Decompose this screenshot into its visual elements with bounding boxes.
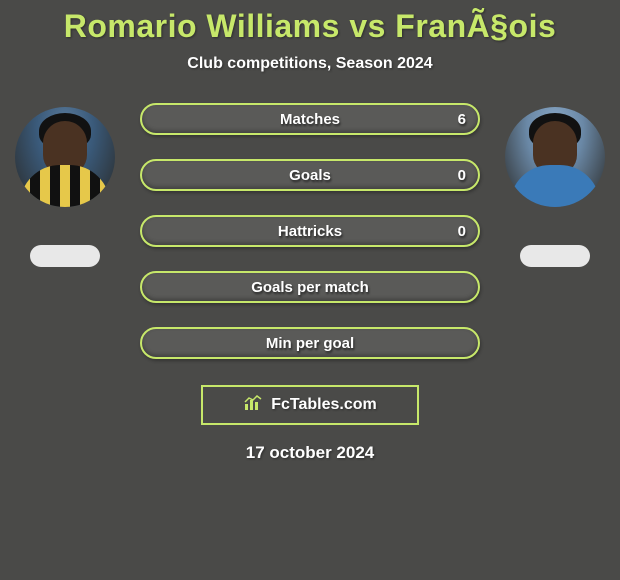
- player-left-column: [10, 101, 120, 267]
- player-right-avatar: [505, 107, 605, 207]
- stat-bar-matches: Matches 6: [140, 103, 480, 135]
- stat-bar-hattricks: Hattricks 0: [140, 215, 480, 247]
- comparison-card: Romario Williams vs FranÃ§ois Club compe…: [0, 0, 620, 463]
- player-left-flag: [30, 245, 100, 267]
- logo-text: FcTables.com: [271, 396, 377, 414]
- stat-value-right: 6: [458, 111, 466, 128]
- page-title: Romario Williams vs FranÃ§ois: [64, 8, 557, 45]
- main-row: Matches 6 Goals 0 Hattricks 0: [0, 101, 620, 359]
- stat-value-right: 0: [458, 223, 466, 240]
- avatar-shoulders: [20, 165, 110, 207]
- chart-icon: [243, 394, 265, 417]
- stat-bar-goals: Goals 0: [140, 159, 480, 191]
- date-label: 17 october 2024: [246, 443, 375, 463]
- stat-label: Min per goal: [266, 335, 354, 352]
- stat-label: Goals per match: [251, 279, 369, 296]
- avatar-shoulders: [510, 165, 600, 207]
- subtitle: Club competitions, Season 2024: [187, 55, 432, 73]
- stat-label: Matches: [280, 111, 340, 128]
- source-logo[interactable]: FcTables.com: [201, 385, 419, 425]
- stat-label: Hattricks: [278, 223, 342, 240]
- player-right-column: [500, 101, 610, 267]
- stat-bar-min-per-goal: Min per goal: [140, 327, 480, 359]
- stats-bars: Matches 6 Goals 0 Hattricks 0: [140, 101, 480, 359]
- stat-value-right: 0: [458, 167, 466, 184]
- player-left-avatar: [15, 107, 115, 207]
- player-right-flag: [520, 245, 590, 267]
- stat-label: Goals: [289, 167, 331, 184]
- stat-bar-goals-per-match: Goals per match: [140, 271, 480, 303]
